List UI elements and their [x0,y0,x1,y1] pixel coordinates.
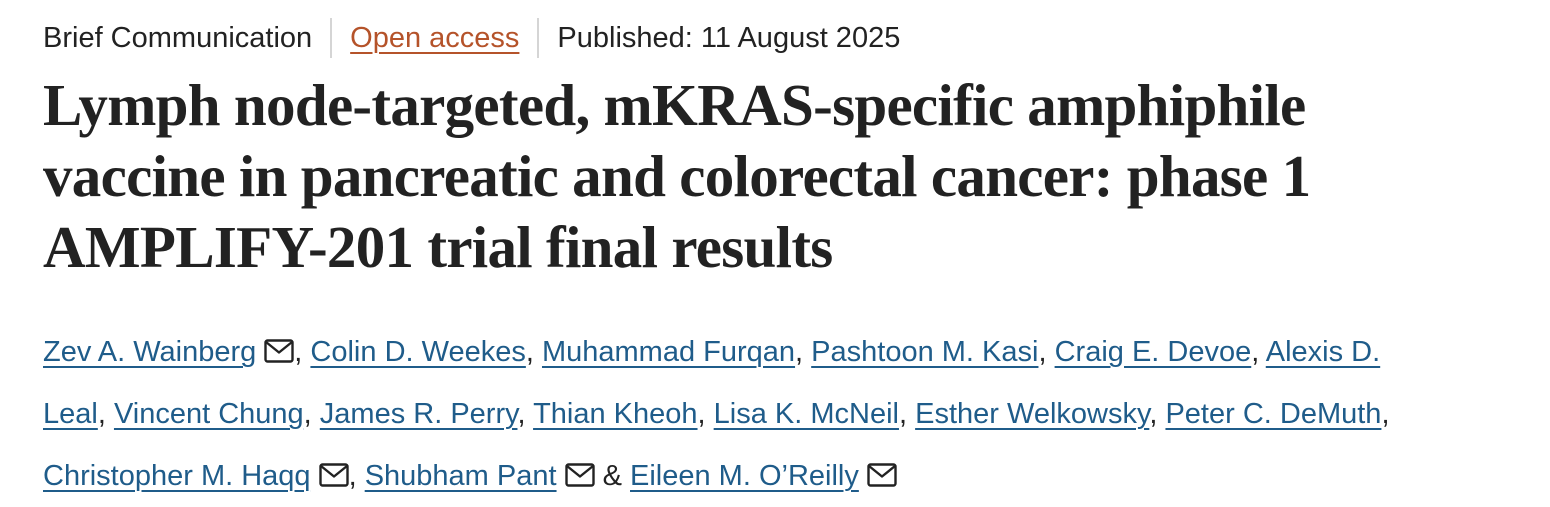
separator: , [1381,398,1390,430]
mail-icon[interactable] [867,463,897,487]
separator: , [697,398,714,430]
title-line: Lymph node-targeted, mKRAS-specific amph… [43,72,1306,138]
separator: & [594,460,631,492]
mail-icon[interactable] [264,339,294,363]
separator: , [1149,398,1166,430]
author-link[interactable]: James R. Perry [319,398,518,430]
title-line: AMPLIFY-201 trial final results [43,214,833,280]
separator: , [97,398,114,430]
article-type: Brief Communication [43,22,313,54]
title-line: vaccine in pancreatic and colorectal can… [43,143,1311,209]
author-link[interactable]: Alexis D. [1265,336,1381,368]
author-link[interactable]: Peter C. DeMuth [1165,398,1382,430]
separator: , [517,398,534,430]
author-link[interactable]: Pashtoon M. Kasi [811,336,1039,368]
author-link[interactable]: Colin D. Weekes [310,336,526,368]
meta-divider [330,18,333,58]
author-link[interactable]: Shubham Pant [364,460,557,492]
author-link[interactable]: Christopher M. Haqq [43,460,311,492]
separator: , [795,336,812,368]
separator: , [898,398,916,430]
author-link[interactable]: Eileen M. O’Reilly [630,460,859,492]
mail-icon[interactable] [318,463,349,487]
article-title: Lymph node-targeted, mKRAS-specific amph… [43,70,1523,283]
open-access-link[interactable]: Open access [350,22,520,54]
mail-icon[interactable] [564,463,595,487]
author-link[interactable]: Lisa K. McNeil [713,398,899,430]
separator: , [1251,336,1266,368]
separator: , [303,398,320,430]
author-link[interactable]: Zev A. Wainberg [43,336,257,368]
author-list: Zev A. Wainberg, Colin D. Weekes, Muhamm… [43,321,1523,507]
author-link[interactable]: Esther Welkowsky [915,398,1150,430]
author-link[interactable]: Vincent Chung [113,398,304,430]
article-header: Brief Communication Open access Publishe… [43,14,1523,507]
author-link[interactable]: Muhammad Furqan [541,336,796,368]
separator: , [1038,336,1055,368]
article-meta: Brief Communication Open access Publishe… [43,14,1523,62]
author-link[interactable]: Craig E. Devoe [1054,336,1252,368]
separator: , [525,336,542,368]
author-link[interactable]: Leal [43,398,98,430]
separator: , [348,460,365,492]
published-date: Published: 11 August 2025 [557,22,901,54]
author-link[interactable]: Thian Kheoh [533,398,698,430]
meta-divider [537,18,540,58]
separator: , [294,336,311,368]
